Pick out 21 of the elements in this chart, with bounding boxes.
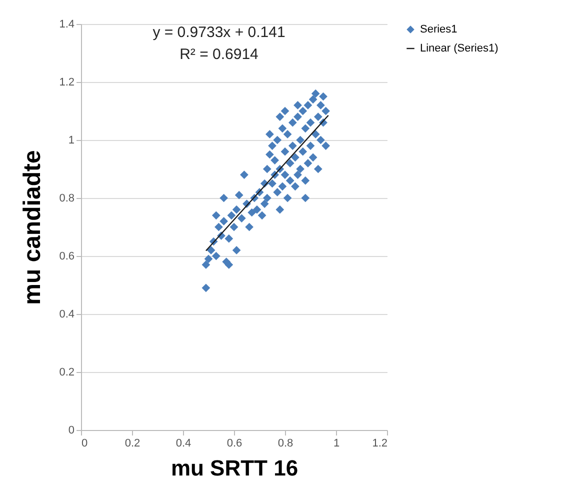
y-tick-label: 0 xyxy=(68,424,74,436)
x-tick-label: 0.4 xyxy=(176,438,192,450)
annotation: y = 0.9733x + 0.141 xyxy=(152,24,286,41)
x-tick-label: 0 xyxy=(82,438,88,450)
x-tick-label: 0.2 xyxy=(124,438,140,450)
y-tick-label: 0.6 xyxy=(59,250,74,262)
x-tick-label: 0.6 xyxy=(226,438,242,450)
legend-label: Linear (Series1) xyxy=(420,42,498,54)
x-tick-label: 1 xyxy=(333,438,340,450)
y-axis-title: mu candiadte xyxy=(19,150,46,305)
y-tick-label: 0.8 xyxy=(59,192,74,204)
y-tick-label: 1 xyxy=(68,134,74,146)
x-tick-label: 1.2 xyxy=(372,438,388,450)
x-tick-label: 0.8 xyxy=(278,438,294,450)
legend-label: Series1 xyxy=(420,24,458,36)
y-tick-label: 1.2 xyxy=(59,76,74,88)
x-axis-title: mu SRTT 16 xyxy=(170,456,298,480)
annotation: R² = 0.6914 xyxy=(180,46,258,63)
y-tick-label: 0.2 xyxy=(59,366,74,378)
y-tick-label: 0.4 xyxy=(59,308,74,320)
y-tick-label: 1.4 xyxy=(59,18,74,30)
